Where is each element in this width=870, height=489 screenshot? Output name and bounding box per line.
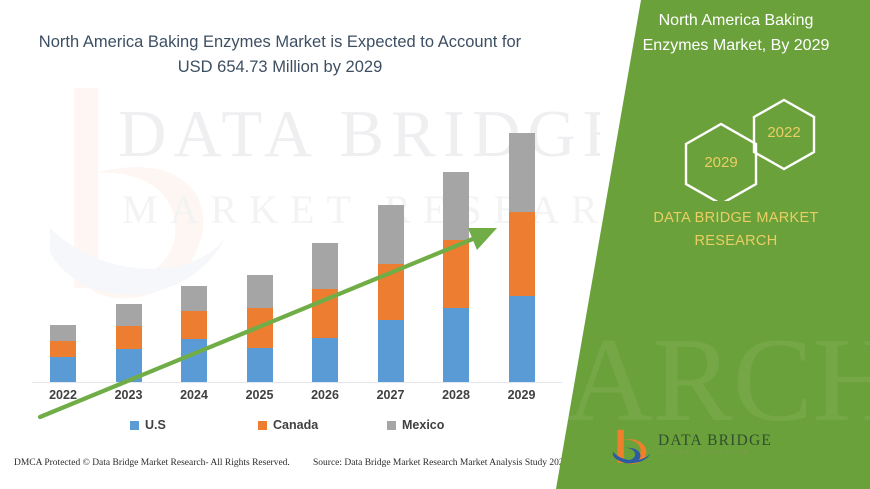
bar-segment-canada-2027 xyxy=(377,264,404,320)
bar-segment-mexico-2024 xyxy=(181,286,207,311)
bar-2027 xyxy=(377,205,404,382)
bar-segment-us-2028 xyxy=(443,308,469,382)
x-axis-label-2024: 2024 xyxy=(180,388,208,402)
bar-segment-canada-2025 xyxy=(246,308,273,348)
bar-segment-mexico-2022 xyxy=(50,325,76,341)
x-axis-label-2028: 2028 xyxy=(442,388,470,402)
brand-panel: ARCH North America Baking Enzymes Market… xyxy=(566,0,870,489)
bar-segment-canada-2028 xyxy=(443,240,469,308)
bar-segment-us-2023 xyxy=(115,349,142,382)
logo-tagline: MARKET RESEARCH xyxy=(659,450,751,456)
logo-wordmark: DATA BRIDGE xyxy=(658,432,773,449)
bar-segment-mexico-2025 xyxy=(246,275,273,308)
bar-segment-mexico-2023 xyxy=(115,304,142,326)
bar-segment-mexico-2027 xyxy=(377,205,404,264)
hexagon-shapes-icon xyxy=(684,98,816,201)
chart-panel: DATA BRIDGE MARKET RESEARCH North Americ… xyxy=(0,33,600,478)
bar-2026 xyxy=(312,243,338,382)
bar-segment-canada-2024 xyxy=(181,311,207,339)
data-bridge-logo-icon xyxy=(612,429,651,464)
bar-segment-us-2026 xyxy=(312,338,338,382)
bar-segment-canada-2023 xyxy=(115,326,142,349)
bar-segment-mexico-2028 xyxy=(443,172,469,240)
legend-label: Canada xyxy=(273,418,319,432)
footer-copyright: DMCA Protected © Data Bridge Market Rese… xyxy=(14,458,290,468)
footer-source: Source: Data Bridge Market Research Mark… xyxy=(313,458,569,468)
bar-segment-us-2022 xyxy=(50,357,76,382)
brand-name-line2: RESEARCH xyxy=(694,233,778,249)
brand-panel-name: DATA BRIDGE MARKET RESEARCH xyxy=(616,207,856,253)
x-axis-label-2026: 2026 xyxy=(311,388,339,402)
brand-heading-line2: Enzymes Market, By 2029 xyxy=(642,37,830,54)
bar-2024 xyxy=(181,286,207,382)
bar-segment-us-2029 xyxy=(508,296,535,382)
brand-name-line1: DATA BRIDGE MARKET xyxy=(653,210,819,226)
bar-segment-canada-2026 xyxy=(312,289,338,338)
x-axis-line xyxy=(32,382,562,383)
svg-text:ARCH: ARCH xyxy=(566,313,870,446)
bar-2022 xyxy=(50,325,76,382)
x-axis-label-2025: 2025 xyxy=(245,388,274,402)
x-axis-label-2022: 2022 xyxy=(49,388,77,402)
x-axis-label-2023: 2023 xyxy=(114,388,143,402)
bar-2028 xyxy=(443,172,469,382)
x-axis-labels: 2022 2023 2024 2025 2026 2027 2028 2029 xyxy=(0,388,600,406)
x-axis-label-2027: 2027 xyxy=(376,388,405,402)
legend-swatch-icon xyxy=(258,420,267,430)
brand-panel-watermark-icon: ARCH xyxy=(566,313,870,446)
bar-segment-us-2025 xyxy=(246,348,273,382)
legend-swatch-icon xyxy=(387,420,396,430)
bar-segment-mexico-2026 xyxy=(312,243,338,289)
bar-2025 xyxy=(246,275,273,382)
bar-segment-canada-2029 xyxy=(508,212,535,296)
legend-item-mexico[interactable]: Mexico xyxy=(387,418,444,432)
chart-legend: U.S Canada Mexico xyxy=(0,418,580,438)
legend-swatch-icon xyxy=(130,420,139,430)
x-axis-label-2029: 2029 xyxy=(507,388,536,402)
brand-panel-heading: North America Baking Enzymes Market, By … xyxy=(608,8,864,58)
bar-segment-us-2027 xyxy=(377,320,404,382)
legend-label: Mexico xyxy=(402,418,445,432)
stacked-bar-chart xyxy=(0,100,600,420)
company-logo: DATA BRIDGE MARKET RESEARCH xyxy=(612,428,792,474)
bar-segment-canada-2022 xyxy=(50,341,76,357)
bar-segment-mexico-2029 xyxy=(508,133,535,212)
bar-2029 xyxy=(508,133,535,382)
footer: DMCA Protected © Data Bridge Market Rese… xyxy=(0,458,600,478)
brand-heading-line1: North America Baking xyxy=(658,12,814,29)
bar-segment-us-2024 xyxy=(181,339,207,382)
legend-label: U.S xyxy=(145,418,166,432)
bar-2023 xyxy=(115,304,142,382)
hexagon-group: 2022 2029 xyxy=(656,96,870,201)
page-title: North America Baking Enzymes Market is E… xyxy=(38,33,522,76)
legend-item-us[interactable]: U.S xyxy=(130,418,166,432)
legend-item-canada[interactable]: Canada xyxy=(258,418,318,432)
hexagon-label-2029: 2029 xyxy=(704,154,738,171)
hexagon-label-2022: 2022 xyxy=(767,124,801,141)
